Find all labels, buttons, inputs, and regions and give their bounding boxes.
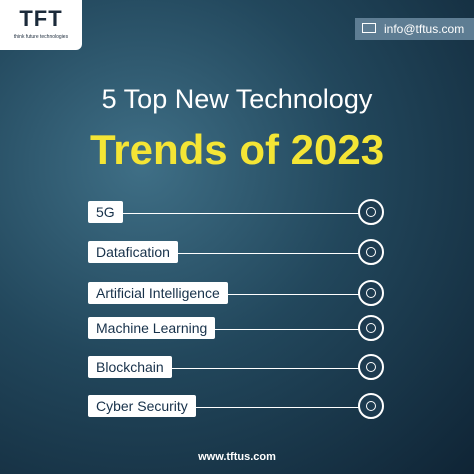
connector-line <box>88 213 360 214</box>
item-row: Machine Learning <box>88 315 388 341</box>
item-icon <box>358 393 384 419</box>
logo: TFT <box>19 6 63 31</box>
connector-line <box>88 253 360 254</box>
email-bar <box>355 18 474 40</box>
mail-icon <box>362 23 376 33</box>
item-icon <box>358 354 384 380</box>
connector-line <box>88 407 360 408</box>
connector-line <box>88 329 360 330</box>
item-icon <box>358 239 384 265</box>
item-icon <box>358 315 384 341</box>
tagline: think future technologies <box>13 34 69 40</box>
item-row: Cyber Security <box>88 393 388 419</box>
connector-line <box>88 368 360 369</box>
item-icon <box>358 280 384 306</box>
item-label: Datafication <box>88 241 178 263</box>
item-row: Artificial Intelligence <box>88 280 388 306</box>
title-line-1: 5 Top New Technology <box>101 84 373 114</box>
item-label: Machine Learning <box>88 317 216 339</box>
email[interactable]: info@tftus.com <box>384 22 465 36</box>
item-row: Datafication <box>88 239 388 265</box>
item-row: 5G <box>88 199 388 225</box>
item-label: Blockchain <box>88 356 172 378</box>
item-row: Blockchain <box>88 354 388 380</box>
item-label: Cyber Security <box>88 395 196 417</box>
title-line-2: Trends of 2023 <box>89 126 385 173</box>
item-label: 5G <box>88 201 123 223</box>
logo-box <box>0 0 82 50</box>
item-label: Artificial Intelligence <box>88 282 228 304</box>
item-icon <box>358 199 384 225</box>
footer-url[interactable]: www.tftus.com <box>198 451 276 463</box>
